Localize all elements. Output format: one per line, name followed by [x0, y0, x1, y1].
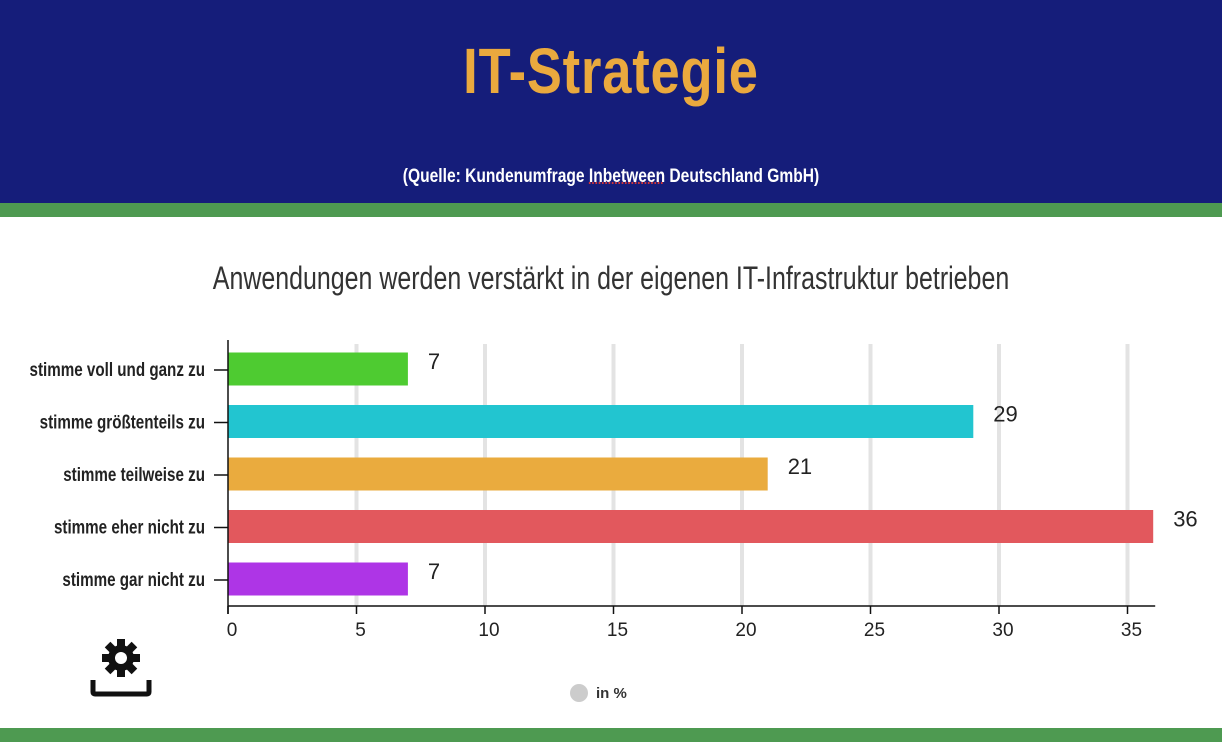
bar [228, 405, 974, 438]
x-tick-label: 20 [735, 620, 756, 641]
category-label: stimme größtenteils zu [40, 411, 205, 433]
data-label: 29 [993, 402, 1017, 427]
source-prefix: (Quelle: Kundenumfrage [402, 166, 589, 187]
data-label: 7 [428, 349, 440, 374]
source-suffix: Deutschland GmbH) [665, 166, 820, 187]
header: IT-Strategie (Quelle: Kundenumfrage Inbe… [0, 0, 1222, 203]
source-note: (Quelle: Kundenumfrage Inbetween Deutsch… [110, 166, 1112, 188]
bar [228, 457, 768, 491]
bar [228, 352, 408, 386]
x-tick-label: 30 [992, 620, 1013, 641]
data-label: 7 [428, 559, 440, 584]
top-band [0, 203, 1222, 217]
bottom-band [0, 728, 1222, 742]
category-label: stimme voll und ganz zu [30, 358, 205, 380]
category-label: stimme teilweise zu [63, 463, 205, 485]
x-tick-label: 35 [1121, 620, 1142, 641]
category-label: stimme eher nicht zu [54, 516, 205, 538]
legend-marker [570, 684, 588, 702]
page-title: IT-Strategie [463, 35, 759, 107]
x-tick-label: 15 [607, 620, 628, 641]
category-label: stimme gar nicht zu [62, 568, 205, 590]
x-tick-label: 5 [355, 620, 366, 641]
gear-download-icon [90, 639, 152, 697]
x-tick-label: 10 [478, 620, 499, 641]
x-tick-label: 0 [227, 620, 238, 641]
x-tick-label: 25 [864, 620, 885, 641]
bar [228, 510, 1154, 543]
legend-item[interactable]: in % [570, 684, 627, 702]
chart-title: Anwendungen werden verstärkt in der eige… [212, 260, 1010, 296]
data-label: 21 [788, 454, 812, 479]
source-brand: Inbetween [588, 166, 666, 187]
legend-label: in % [596, 684, 627, 702]
bar [228, 562, 408, 596]
data-label: 36 [1173, 507, 1197, 532]
